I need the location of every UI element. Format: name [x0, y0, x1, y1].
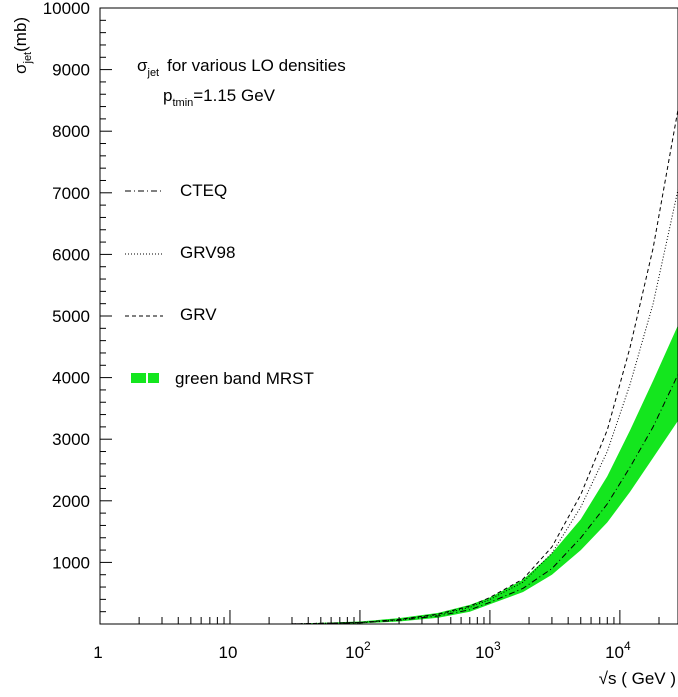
y-tick-labels: 1000 2000 3000 4000 5000 6000 7000 8000 9000 1000… — [43, 0, 90, 572]
annotation-title-sub: jet — [147, 67, 160, 79]
y-tick-label: 6000 — [52, 245, 90, 264]
x-tick-label: 10 — [219, 643, 238, 662]
x-axis-label: √s ( GeV ) — [599, 669, 676, 688]
x-tick-label: 102 — [345, 639, 371, 662]
ticks-layer — [99, 7, 660, 625]
x-tick-label: 1 — [93, 643, 102, 662]
annotation-title-main: σ — [137, 56, 148, 75]
y-tick-label: 5000 — [52, 307, 90, 326]
legend-mrst-label: green band MRST — [175, 369, 314, 388]
y-axis-label: σjet(mb) — [11, 17, 34, 74]
x-tick-label: 104 — [605, 639, 631, 662]
legend-cteq-label: CTEQ — [180, 181, 227, 200]
legend-mrst-swatch-left — [131, 373, 146, 383]
mrst-band — [292, 325, 678, 624]
annotation-ptmin-sub: tmin — [172, 97, 193, 109]
y-tick-label: 10000 — [43, 0, 90, 18]
mrst-band-layer — [292, 325, 678, 624]
y-tick-label: 7000 — [52, 184, 90, 203]
annotation-title-rest: for various LO densities — [167, 56, 346, 75]
x-tick-label: 103 — [475, 639, 501, 662]
legend-grv-label: GRV — [180, 305, 217, 324]
y-tick-label: 2000 — [52, 492, 90, 511]
y-tick-label: 9000 — [52, 61, 90, 80]
x-tick-labels: 1 10 102 103 104 — [93, 639, 631, 662]
y-tick-label: 8000 — [52, 122, 90, 141]
legend-grv98-label: GRV98 — [180, 243, 235, 262]
annotation-ptmin-rest: =1.15 GeV — [193, 86, 275, 105]
y-axis-label-main: σ — [11, 63, 30, 74]
annotation-title: σjet for various LO densities — [137, 56, 346, 79]
series-grv-line — [291, 109, 678, 625]
series-layer — [291, 109, 678, 625]
y-axis-label-sub: jet — [22, 52, 34, 65]
annotation-ptmin-main: p — [163, 86, 172, 105]
y-tick-label: 1000 — [52, 553, 90, 572]
series-grv98-line — [291, 189, 678, 625]
annotation-ptmin: ptmin=1.15 GeV — [163, 86, 276, 109]
legend: CTEQ GRV98 GRV green band MRST — [125, 181, 314, 388]
y-tick-label: 4000 — [52, 369, 90, 388]
y-tick-label: 3000 — [52, 430, 90, 449]
y-axis-label-unit: (mb) — [11, 17, 30, 52]
legend-mrst-swatch-right — [148, 373, 159, 383]
